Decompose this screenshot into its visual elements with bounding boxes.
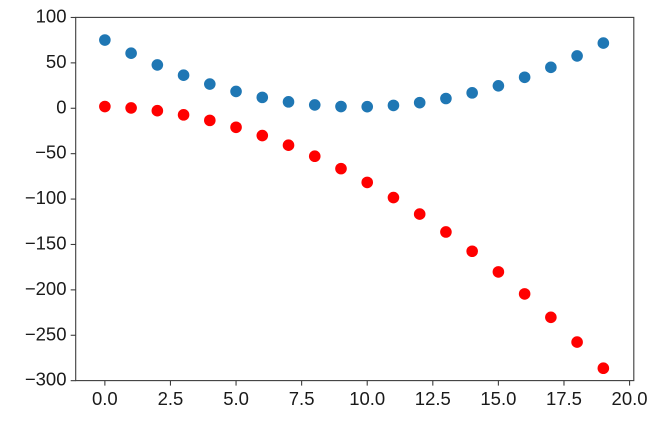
svg-text:−100: −100 — [25, 187, 67, 208]
svg-text:−150: −150 — [25, 232, 67, 253]
svg-text:5.0: 5.0 — [223, 388, 249, 409]
svg-text:7.5: 7.5 — [289, 388, 315, 409]
svg-text:12.5: 12.5 — [415, 388, 451, 409]
svg-text:20.0: 20.0 — [612, 388, 648, 409]
svg-text:2.5: 2.5 — [158, 388, 184, 409]
svg-text:100: 100 — [36, 5, 67, 26]
svg-text:17.5: 17.5 — [546, 388, 582, 409]
svg-text:50: 50 — [46, 51, 67, 72]
svg-text:15.0: 15.0 — [480, 388, 516, 409]
svg-text:0.0: 0.0 — [92, 388, 118, 409]
svg-text:−250: −250 — [25, 323, 67, 344]
svg-text:−200: −200 — [25, 278, 67, 299]
svg-text:−50: −50 — [35, 142, 66, 163]
svg-text:10.0: 10.0 — [349, 388, 385, 409]
svg-text:−300: −300 — [25, 369, 67, 390]
svg-text:0: 0 — [56, 96, 66, 117]
